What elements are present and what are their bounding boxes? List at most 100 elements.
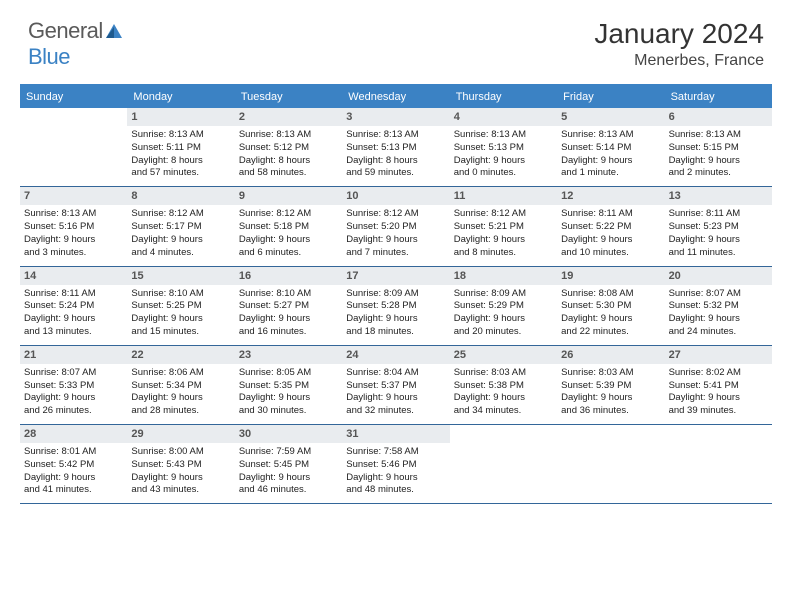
day-number: 14 bbox=[20, 267, 127, 285]
day-cell: 16Sunrise: 8:10 AMSunset: 5:27 PMDayligh… bbox=[235, 267, 342, 345]
day-detail-line: and 32 minutes. bbox=[346, 405, 445, 418]
day-detail-line: Sunrise: 8:09 AM bbox=[454, 288, 553, 301]
day-number: 2 bbox=[235, 108, 342, 126]
day-detail-line: Daylight: 9 hours bbox=[346, 392, 445, 405]
day-cell: 19Sunrise: 8:08 AMSunset: 5:30 PMDayligh… bbox=[557, 267, 664, 345]
day-detail-line: Sunrise: 8:11 AM bbox=[24, 288, 123, 301]
day-detail-line: Daylight: 9 hours bbox=[24, 392, 123, 405]
day-cell: 13Sunrise: 8:11 AMSunset: 5:23 PMDayligh… bbox=[665, 187, 772, 265]
day-cell: 21Sunrise: 8:07 AMSunset: 5:33 PMDayligh… bbox=[20, 346, 127, 424]
day-detail-line: Daylight: 9 hours bbox=[239, 234, 338, 247]
day-detail-line: and 26 minutes. bbox=[24, 405, 123, 418]
day-number: 27 bbox=[665, 346, 772, 364]
day-cell: 9Sunrise: 8:12 AMSunset: 5:18 PMDaylight… bbox=[235, 187, 342, 265]
day-cell bbox=[557, 425, 664, 503]
day-cell: 1Sunrise: 8:13 AMSunset: 5:11 PMDaylight… bbox=[127, 108, 234, 186]
day-detail-line: Sunrise: 8:13 AM bbox=[24, 208, 123, 221]
day-detail-line: Sunrise: 8:11 AM bbox=[669, 208, 768, 221]
day-detail-line: Daylight: 9 hours bbox=[669, 155, 768, 168]
weekday-header: Sunday bbox=[20, 86, 127, 108]
day-detail-line: Sunset: 5:16 PM bbox=[24, 221, 123, 234]
day-detail-line: and 59 minutes. bbox=[346, 167, 445, 180]
day-cell bbox=[665, 425, 772, 503]
day-detail-line: Daylight: 9 hours bbox=[131, 234, 230, 247]
brand-part2: Blue bbox=[28, 44, 70, 69]
day-number: 7 bbox=[20, 187, 127, 205]
day-detail-line: Daylight: 9 hours bbox=[24, 313, 123, 326]
day-detail-line: Sunset: 5:11 PM bbox=[131, 142, 230, 155]
day-detail-line: and 28 minutes. bbox=[131, 405, 230, 418]
day-detail-line: Sunset: 5:46 PM bbox=[346, 459, 445, 472]
day-detail-line: Daylight: 8 hours bbox=[346, 155, 445, 168]
day-cell: 22Sunrise: 8:06 AMSunset: 5:34 PMDayligh… bbox=[127, 346, 234, 424]
day-number: 5 bbox=[557, 108, 664, 126]
day-cell: 26Sunrise: 8:03 AMSunset: 5:39 PMDayligh… bbox=[557, 346, 664, 424]
day-detail-line: and 22 minutes. bbox=[561, 326, 660, 339]
day-cell: 24Sunrise: 8:04 AMSunset: 5:37 PMDayligh… bbox=[342, 346, 449, 424]
day-number: 8 bbox=[127, 187, 234, 205]
day-detail-line: and 24 minutes. bbox=[669, 326, 768, 339]
day-number: 20 bbox=[665, 267, 772, 285]
day-detail-line: Sunset: 5:13 PM bbox=[346, 142, 445, 155]
day-detail-line: Sunset: 5:37 PM bbox=[346, 380, 445, 393]
day-cell: 3Sunrise: 8:13 AMSunset: 5:13 PMDaylight… bbox=[342, 108, 449, 186]
month-title: January 2024 bbox=[594, 18, 764, 50]
day-detail-line: Sunset: 5:43 PM bbox=[131, 459, 230, 472]
day-number: 31 bbox=[342, 425, 449, 443]
day-detail-line: and 1 minute. bbox=[561, 167, 660, 180]
day-detail-line: Sunrise: 8:05 AM bbox=[239, 367, 338, 380]
day-detail-line: Sunrise: 8:09 AM bbox=[346, 288, 445, 301]
calendar: Sunday Monday Tuesday Wednesday Thursday… bbox=[20, 84, 772, 504]
day-detail-line: Sunrise: 8:03 AM bbox=[454, 367, 553, 380]
day-detail-line: Sunset: 5:41 PM bbox=[669, 380, 768, 393]
day-detail-line: Sunset: 5:20 PM bbox=[346, 221, 445, 234]
day-detail-line: Sunrise: 8:11 AM bbox=[561, 208, 660, 221]
day-detail-line: Sunset: 5:15 PM bbox=[669, 142, 768, 155]
day-number: 24 bbox=[342, 346, 449, 364]
day-number: 11 bbox=[450, 187, 557, 205]
day-detail-line: Sunset: 5:35 PM bbox=[239, 380, 338, 393]
day-detail-line: Sunset: 5:30 PM bbox=[561, 300, 660, 313]
day-detail-line: Sunrise: 7:58 AM bbox=[346, 446, 445, 459]
day-cell: 11Sunrise: 8:12 AMSunset: 5:21 PMDayligh… bbox=[450, 187, 557, 265]
day-detail-line: Sunset: 5:38 PM bbox=[454, 380, 553, 393]
weeks-container: 1Sunrise: 8:13 AMSunset: 5:11 PMDaylight… bbox=[20, 108, 772, 504]
day-cell: 10Sunrise: 8:12 AMSunset: 5:20 PMDayligh… bbox=[342, 187, 449, 265]
day-detail-line: Sunrise: 7:59 AM bbox=[239, 446, 338, 459]
day-number: 9 bbox=[235, 187, 342, 205]
weekday-header: Wednesday bbox=[342, 86, 449, 108]
day-detail-line: and 20 minutes. bbox=[454, 326, 553, 339]
day-detail-line: and 16 minutes. bbox=[239, 326, 338, 339]
day-detail-line: and 0 minutes. bbox=[454, 167, 553, 180]
day-detail-line: and 18 minutes. bbox=[346, 326, 445, 339]
day-detail-line: Sunset: 5:23 PM bbox=[669, 221, 768, 234]
day-detail-line: and 43 minutes. bbox=[131, 484, 230, 497]
day-detail-line: Sunset: 5:21 PM bbox=[454, 221, 553, 234]
day-cell: 7 Sunrise: 8:13 AMSunset: 5:16 PMDaylight… bbox=[20, 187, 127, 265]
day-detail-line: Daylight: 8 hours bbox=[239, 155, 338, 168]
day-detail-line: Sunrise: 8:02 AM bbox=[669, 367, 768, 380]
day-detail-line: and 15 minutes. bbox=[131, 326, 230, 339]
day-number: 30 bbox=[235, 425, 342, 443]
day-detail-line: Sunrise: 8:08 AM bbox=[561, 288, 660, 301]
day-detail-line: Sunset: 5:32 PM bbox=[669, 300, 768, 313]
weekday-header-row: Sunday Monday Tuesday Wednesday Thursday… bbox=[20, 86, 772, 108]
day-detail-line: Daylight: 9 hours bbox=[131, 392, 230, 405]
day-detail-line: Sunset: 5:27 PM bbox=[239, 300, 338, 313]
day-detail-line: Sunset: 5:18 PM bbox=[239, 221, 338, 234]
day-detail-line: Sunrise: 8:13 AM bbox=[131, 129, 230, 142]
day-cell: 28Sunrise: 8:01 AMSunset: 5:42 PMDayligh… bbox=[20, 425, 127, 503]
day-number: 21 bbox=[20, 346, 127, 364]
day-detail-line: and 8 minutes. bbox=[454, 247, 553, 260]
day-detail-line: Daylight: 9 hours bbox=[346, 313, 445, 326]
day-detail-line: Sunrise: 8:13 AM bbox=[454, 129, 553, 142]
day-detail-line: Sunset: 5:28 PM bbox=[346, 300, 445, 313]
day-detail-line: Daylight: 9 hours bbox=[454, 155, 553, 168]
day-detail-line: and 48 minutes. bbox=[346, 484, 445, 497]
day-detail-line: Daylight: 9 hours bbox=[24, 234, 123, 247]
day-number: 22 bbox=[127, 346, 234, 364]
day-detail-line: Daylight: 9 hours bbox=[346, 234, 445, 247]
title-block: January 2024 Menerbes, France bbox=[594, 18, 764, 70]
day-detail-line: Sunset: 5:22 PM bbox=[561, 221, 660, 234]
day-number: 26 bbox=[557, 346, 664, 364]
